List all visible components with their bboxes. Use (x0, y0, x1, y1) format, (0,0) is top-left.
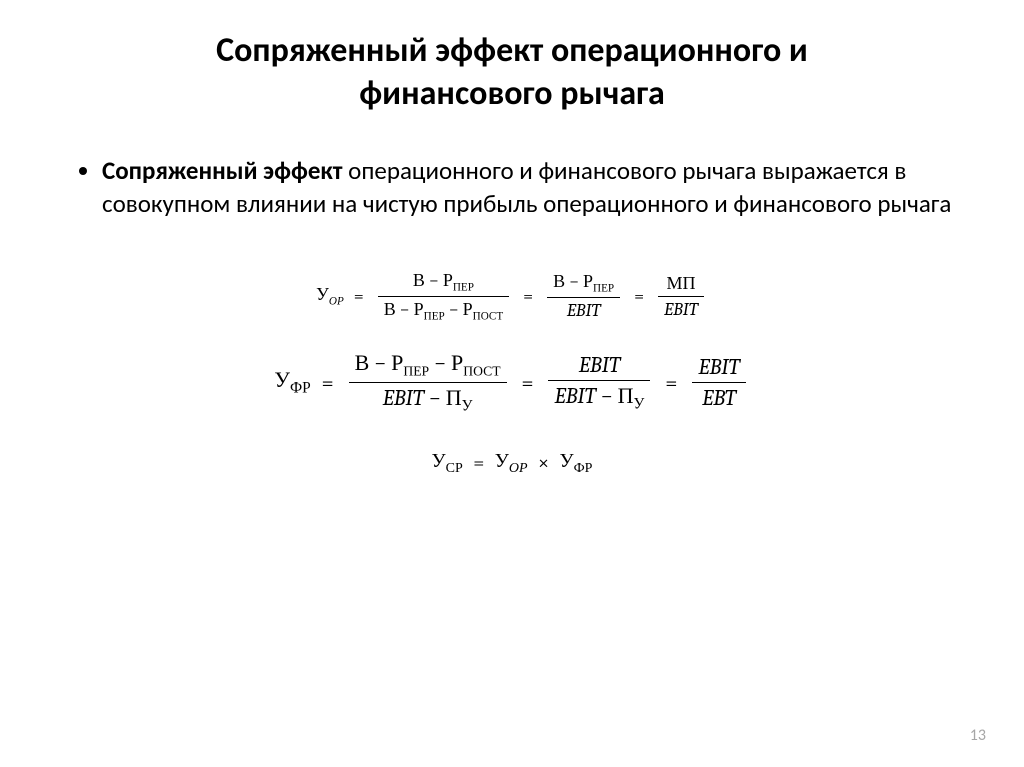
body-list: Сопряженный эффект операционного и финан… (70, 155, 954, 220)
bullet-bold: Сопряженный эффект (102, 155, 343, 186)
formula-usr: УСР = УОР × УФР (70, 449, 954, 477)
page-number: 13 (970, 726, 986, 745)
ufr-frac-3: EBIT EBT (692, 354, 745, 411)
slide-title: Сопряженный эффект операционного и финан… (70, 30, 954, 115)
formula-uor: УОР = В − РПЕР В − РПЕР − РПОСТ = (70, 270, 954, 322)
title-line-2: финансового рычага (359, 73, 665, 114)
uor-frac-1: В − РПЕР В − РПЕР − РПОСТ (378, 270, 509, 322)
ufr-lhs: УФР (274, 367, 310, 397)
uor-lhs: УОР (316, 284, 344, 308)
title-line-1: Сопряженный эффект операционного и (216, 30, 808, 71)
ufr-frac-2: EBIT EBIT − ПУ (548, 352, 650, 413)
formulas-block: УОР = В − РПЕР В − РПЕР − РПОСТ = (70, 270, 954, 477)
uor-frac-2: В − РПЕР EBIT (547, 271, 620, 321)
slide: Сопряженный эффект операционного и финан… (0, 0, 1024, 525)
bullet-item: Сопряженный эффект операционного и финан… (102, 155, 954, 220)
ufr-frac-1: В − РПЕР − РПОСТ EBIT − ПУ (349, 350, 507, 415)
formula-ufr: УФР = В − РПЕР − РПОСТ EBIT − ПУ = E (70, 350, 954, 415)
uor-frac-3: МП EBIT (658, 273, 704, 320)
